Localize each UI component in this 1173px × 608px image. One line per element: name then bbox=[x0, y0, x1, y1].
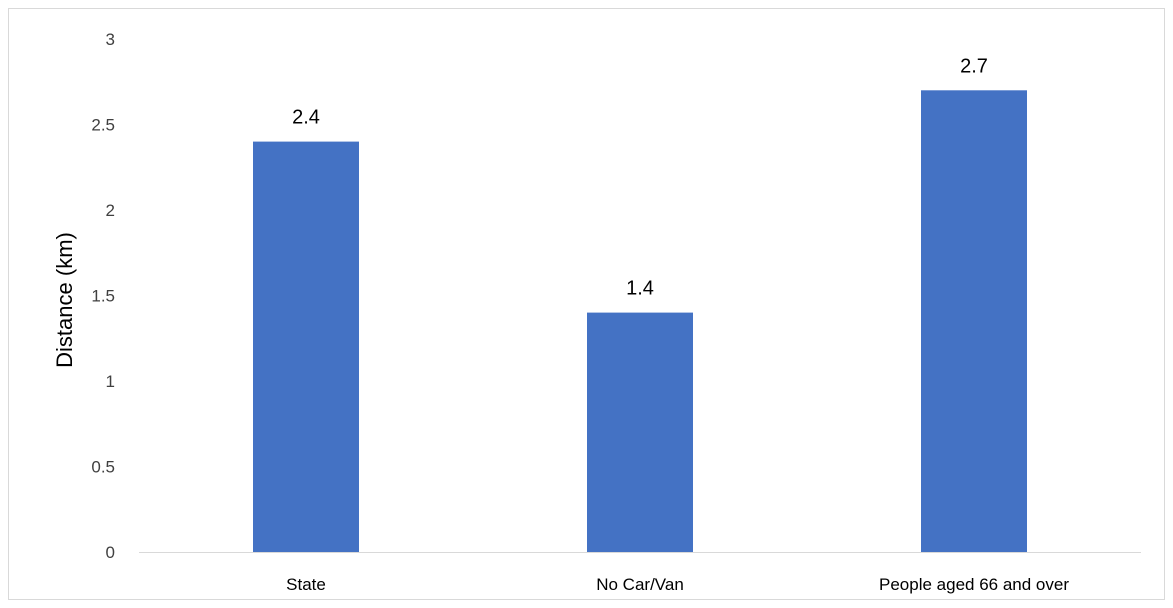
x-axis-category-labels: State No Car/Van People aged 66 and over bbox=[286, 575, 1069, 594]
y-axis-title: Distance (km) bbox=[52, 232, 77, 368]
data-label: 1.4 bbox=[626, 278, 654, 300]
data-labels: 2.4 1.4 2.7 bbox=[292, 55, 988, 299]
x-category-label: State bbox=[286, 575, 326, 594]
x-category-label: No Car/Van bbox=[596, 575, 684, 594]
y-tick-label: 0.5 bbox=[91, 458, 115, 477]
y-tick-label: 0 bbox=[106, 543, 115, 562]
y-tick-label: 1.5 bbox=[91, 287, 115, 306]
data-label: 2.4 bbox=[292, 107, 320, 129]
bars bbox=[253, 90, 1027, 553]
y-tick-label: 1 bbox=[106, 372, 115, 391]
y-tick-label: 3 bbox=[106, 30, 115, 49]
y-axis-ticks: 0 0.5 1 1.5 2 2.5 3 bbox=[91, 30, 115, 562]
y-tick-label: 2.5 bbox=[91, 116, 115, 135]
y-tick-label: 2 bbox=[106, 201, 115, 220]
bar bbox=[587, 312, 693, 552]
data-label: 2.7 bbox=[960, 55, 988, 77]
bar bbox=[253, 141, 359, 552]
bar bbox=[921, 90, 1027, 553]
x-category-label: People aged 66 and over bbox=[879, 575, 1069, 594]
